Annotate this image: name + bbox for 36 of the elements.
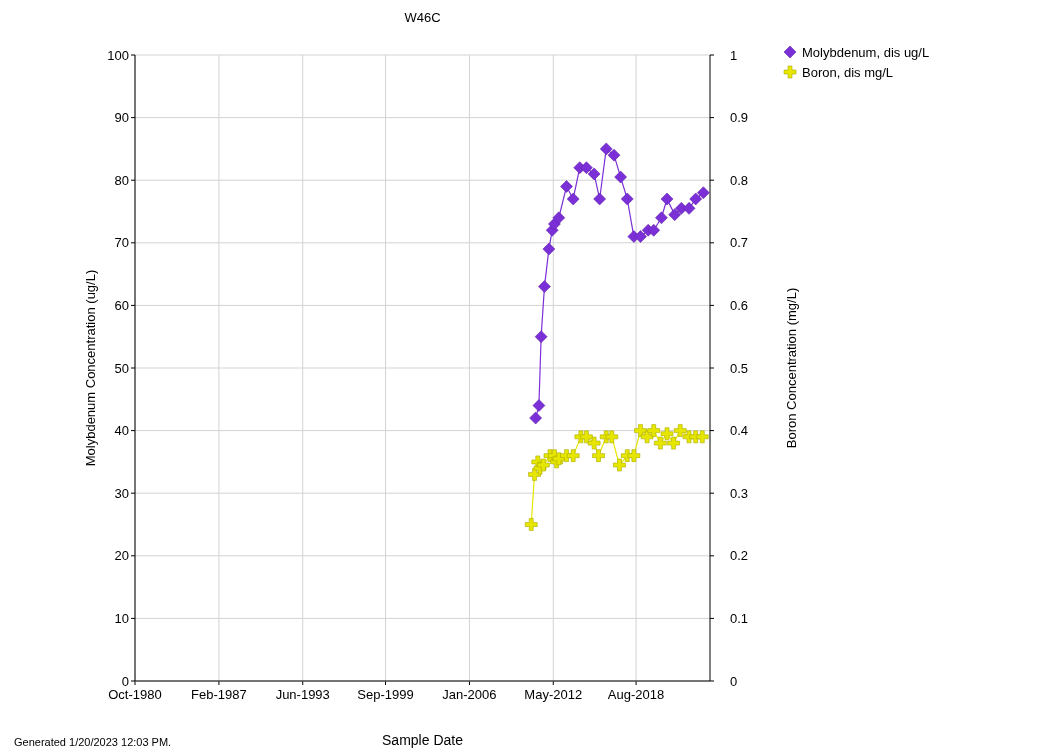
y-tick-label: 0 bbox=[121, 673, 129, 689]
y2-tick-label: 0 bbox=[730, 673, 738, 689]
x-tick-label: Oct-1980 bbox=[108, 687, 162, 702]
y-tick-label: 50 bbox=[114, 360, 129, 376]
x-axis-title: Sample Date bbox=[382, 732, 464, 748]
legend-label: Molybdenum, dis ug/L bbox=[802, 44, 930, 60]
legend-label: Boron, dis mg/L bbox=[802, 64, 894, 80]
y2-tick-label: 0.8 bbox=[730, 172, 749, 188]
y-tick-label: 20 bbox=[114, 548, 129, 564]
y2-tick-label: 0.3 bbox=[730, 485, 749, 501]
y-tick-label: 30 bbox=[114, 485, 129, 501]
y-tick-label: 10 bbox=[114, 610, 129, 626]
x-tick-label: Aug-2018 bbox=[607, 687, 665, 702]
y2-tick-label: 0.2 bbox=[730, 548, 749, 564]
y-tick-label: 60 bbox=[114, 297, 129, 313]
y-tick-label: 90 bbox=[114, 110, 129, 126]
chart-title: W46C bbox=[404, 10, 441, 25]
x-tick-label: Jun-1993 bbox=[275, 687, 330, 702]
y-tick-label: 70 bbox=[114, 235, 129, 251]
x-tick-label: Sep-1999 bbox=[357, 687, 414, 702]
y2-tick-label: 0.9 bbox=[730, 110, 749, 126]
x-tick-label: May-2012 bbox=[524, 687, 583, 702]
y2-tick-label: 0.5 bbox=[730, 360, 749, 376]
y2-axis-title: Boron Concentration (mg/L) bbox=[784, 287, 799, 449]
y-tick-label: 40 bbox=[114, 423, 129, 439]
y-tick-label: 80 bbox=[114, 172, 129, 188]
x-tick-label: Feb-1987 bbox=[191, 687, 247, 702]
y2-tick-label: 0.4 bbox=[730, 423, 749, 439]
y2-tick-label: 0.1 bbox=[730, 610, 749, 626]
x-tick-label: Jan-2006 bbox=[442, 687, 497, 702]
text: Generated 1/20/2023 12:03 PM. bbox=[14, 736, 172, 748]
y-tick-label: 100 bbox=[107, 47, 129, 63]
y2-tick-label: 0.7 bbox=[730, 235, 749, 251]
y-axis-title: Molybdenum Concentration (ug/L) bbox=[83, 269, 98, 467]
y2-tick-label: 0.6 bbox=[730, 297, 749, 313]
y2-tick-label: 1 bbox=[730, 47, 738, 63]
